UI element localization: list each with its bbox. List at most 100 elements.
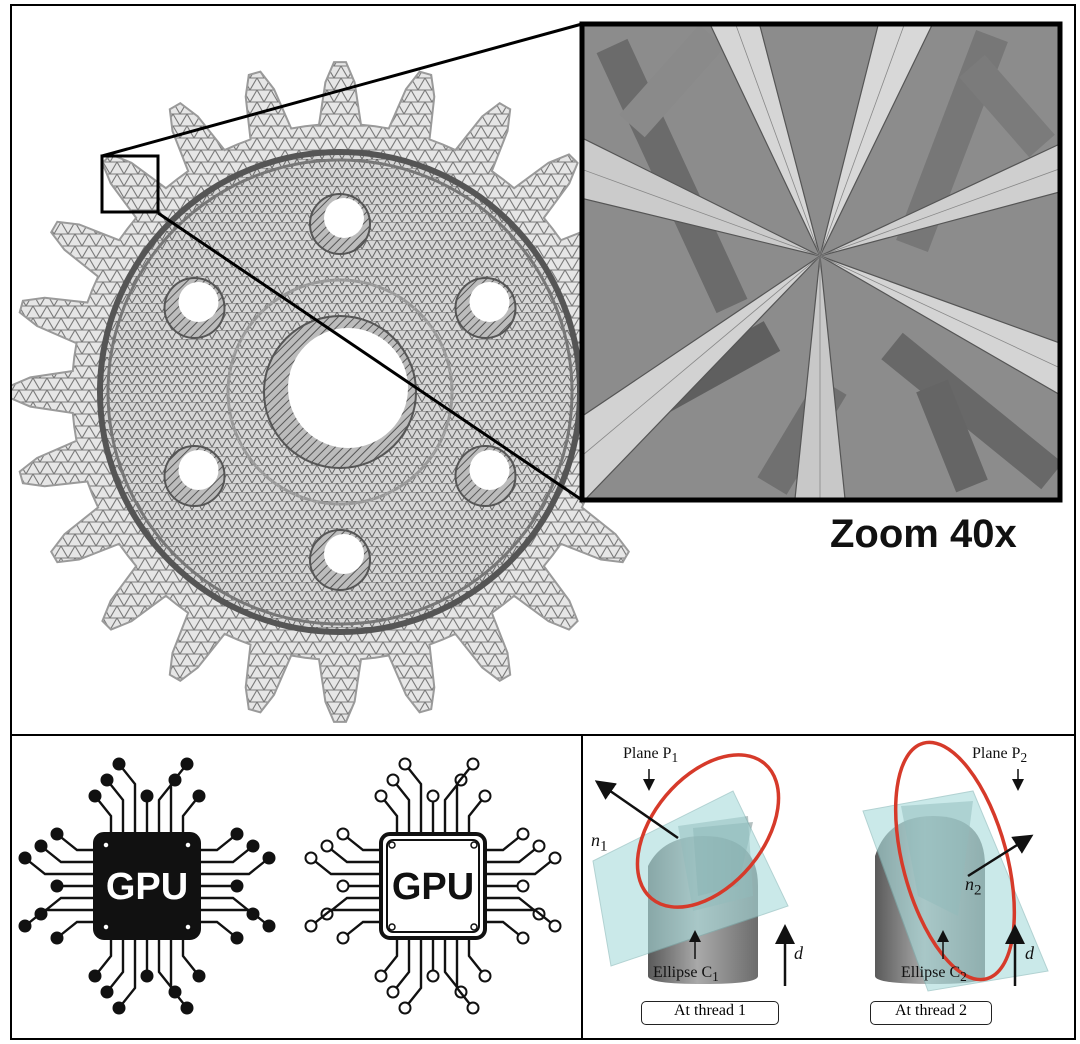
inset-strut-facet (582, 168, 821, 257)
inset-strut-facet (819, 168, 1060, 257)
inset-strut-arm (582, 137, 821, 257)
plane-p2-label: Plane P2 (972, 745, 1028, 766)
thread-1-box: At thread 1 (641, 1001, 779, 1025)
gpu-pin (140, 969, 154, 983)
gpu-pin (336, 827, 350, 841)
gpu-pin (516, 827, 530, 841)
gpu-pin (548, 851, 562, 865)
gpu-chip-corner-dot (470, 923, 478, 931)
gpu-trace (342, 833, 381, 852)
gpu-trace (199, 896, 254, 915)
gpu-pin (34, 839, 48, 853)
inset-background-strut (916, 379, 988, 493)
gpu-pin (336, 931, 350, 945)
gpu-chip-body (379, 832, 487, 940)
gpu-pin (230, 879, 244, 893)
gpu-chip-filled-icon (18, 757, 276, 1015)
gpu-pin (426, 969, 440, 983)
gpu-chip-body (93, 832, 201, 940)
gpu-trace (157, 938, 176, 993)
gpu-outline-label: GPU (392, 866, 474, 908)
normal-arrow-1 (594, 780, 679, 840)
inset-strut-facet (582, 255, 821, 457)
d-label-2: d (1025, 943, 1034, 963)
gpu-trace (157, 779, 176, 834)
gpu-trace (404, 938, 423, 1009)
gpu-pin (50, 931, 64, 945)
normal-n1-label: n1 (591, 830, 608, 855)
gpu-chip-inner-border (386, 839, 480, 933)
cylinder-plane-diagram (592, 740, 1049, 992)
gpu-pin (180, 1001, 194, 1015)
thread-2-box: At thread 2 (870, 1001, 992, 1025)
gear-lightening-hole-opening (324, 534, 364, 574)
gpu-trace (485, 857, 556, 876)
gpu-trace (24, 908, 95, 927)
gpu-trace (455, 938, 474, 1009)
gpu-pin (50, 827, 64, 841)
gpu-pin (192, 789, 206, 803)
gpu-pin (100, 985, 114, 999)
gpu-trace (485, 908, 556, 927)
gpu-pin (18, 851, 32, 865)
ellipse-c1 (635, 753, 781, 909)
gpu-pin (374, 789, 388, 803)
gpu-trace (199, 908, 270, 927)
gear-rim-inner (106, 158, 574, 626)
gpu-chip-corner-dot (388, 841, 396, 849)
inset-strut-arm (819, 143, 1060, 257)
gpu-trace (326, 896, 381, 915)
gpu-trace (392, 779, 411, 834)
gpu-trace (310, 908, 381, 927)
gpu-pin (180, 757, 194, 771)
gpu-trace (485, 833, 524, 852)
gpu-pin (398, 757, 412, 771)
gpu-chip-corner-dot (184, 923, 192, 931)
gear-lightening-hole-opening (469, 450, 510, 490)
gpu-pin (112, 1001, 126, 1015)
ellipse-c2-label: Ellipse C2 (901, 964, 967, 985)
gpu-trace (118, 763, 137, 834)
gpu-pin (516, 931, 530, 945)
gpu-icons-panel: GPU GPU (10, 734, 583, 1040)
inset-strut-arm (819, 255, 1060, 396)
gear-hub-ring (226, 278, 454, 506)
gear-bore-hole (288, 328, 408, 448)
gpu-trace (380, 795, 399, 834)
zoom-inset (579, 21, 1063, 503)
gpu-trace (443, 938, 462, 993)
gear-lightening-hole-opening (469, 282, 510, 322)
gpu-chip-corner-dot (102, 841, 110, 849)
gpu-trace (467, 938, 486, 977)
gpu-pin (398, 1001, 412, 1015)
gpu-pin (18, 919, 32, 933)
inset-strut-facet (819, 255, 1060, 369)
gpu-pin (320, 839, 334, 853)
inset-strut-arm (582, 255, 821, 500)
gpu-pin (140, 789, 154, 803)
gpu-trace (199, 833, 238, 852)
gpu-pin (386, 985, 400, 999)
normal-n2-label: n2 (965, 874, 982, 899)
gpu-pin (262, 919, 276, 933)
gpu-trace (40, 845, 95, 864)
inset-strut-facet (735, 24, 821, 257)
gear-figure-panel: Zoom 40x (10, 4, 1076, 736)
zoom-callout-line-bottom (157, 211, 583, 502)
inset-background-strut (881, 332, 1060, 490)
gpu-pin (246, 839, 260, 853)
gpu-trace (106, 779, 125, 834)
gpu-trace (485, 920, 524, 939)
gpu-pin (262, 851, 276, 865)
gpu-trace (56, 833, 95, 852)
gpu-chip-corner-dot (470, 841, 478, 849)
zoom-source-box (100, 154, 160, 214)
gear-lightening-hole-opening (178, 282, 219, 322)
gpu-pin (100, 773, 114, 787)
gear-lightening-hole-opening (324, 198, 364, 238)
gpu-icons: GPU GPU (18, 757, 562, 1015)
gear-lattice (12, 61, 671, 723)
gpu-pin (304, 851, 318, 865)
gpu-trace (485, 845, 540, 864)
gpu-pin (466, 757, 480, 771)
